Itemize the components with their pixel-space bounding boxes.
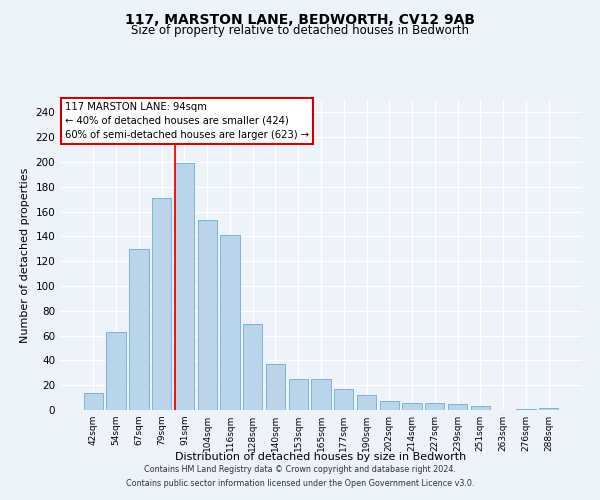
Bar: [266, 364, 285, 410]
Bar: [175, 163, 194, 410]
Bar: [357, 395, 376, 410]
Bar: [243, 324, 262, 410]
Bar: [106, 332, 126, 410]
Text: 117 MARSTON LANE: 94sqm
← 40% of detached houses are smaller (424)
60% of semi-d: 117 MARSTON LANE: 94sqm ← 40% of detache…: [65, 102, 310, 140]
Bar: [334, 389, 353, 410]
Bar: [289, 379, 308, 410]
Bar: [539, 408, 558, 410]
Bar: [311, 379, 331, 410]
Bar: [197, 220, 217, 410]
Bar: [470, 406, 490, 410]
Bar: [380, 402, 399, 410]
Bar: [516, 409, 536, 410]
Bar: [129, 249, 149, 410]
Text: 117, MARSTON LANE, BEDWORTH, CV12 9AB: 117, MARSTON LANE, BEDWORTH, CV12 9AB: [125, 12, 475, 26]
Bar: [403, 402, 422, 410]
Bar: [152, 198, 172, 410]
Bar: [425, 402, 445, 410]
Text: Size of property relative to detached houses in Bedworth: Size of property relative to detached ho…: [131, 24, 469, 37]
Text: Contains HM Land Registry data © Crown copyright and database right 2024.
Contai: Contains HM Land Registry data © Crown c…: [126, 466, 474, 487]
Y-axis label: Number of detached properties: Number of detached properties: [20, 168, 30, 342]
Text: Distribution of detached houses by size in Bedworth: Distribution of detached houses by size …: [175, 452, 467, 462]
Bar: [448, 404, 467, 410]
Bar: [84, 392, 103, 410]
Bar: [220, 235, 239, 410]
